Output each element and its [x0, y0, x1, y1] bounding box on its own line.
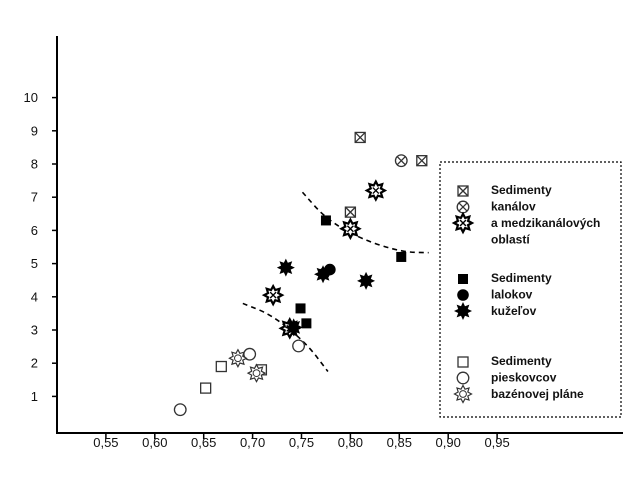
y-tick-label: 6	[31, 223, 38, 238]
data-points	[173, 131, 428, 417]
data-point-square-filled	[301, 318, 312, 329]
legend-group: Sedimenty kanálov a medzikanálových oblastí	[451, 183, 600, 247]
y-tick-label: 5	[31, 256, 38, 271]
y-tick-label: 8	[31, 157, 38, 172]
y-tick-label: 7	[31, 190, 38, 205]
legend-label: pieskovcov	[491, 371, 557, 385]
tick-marks	[52, 96, 498, 439]
legend-label: oblastí	[491, 233, 530, 247]
x-tick-label: 0,80	[338, 435, 363, 450]
data-point-star-filled	[357, 271, 376, 290]
legend-group: Sedimenty lalokov kužeľov	[454, 271, 552, 320]
data-point-square-open	[215, 360, 227, 373]
data-point-circle-open	[292, 339, 306, 353]
data-point-star-x	[364, 179, 388, 202]
data-point-star-filled	[276, 258, 295, 277]
data-point-square-x	[416, 155, 428, 167]
legend-symbol-star-x	[451, 211, 475, 235]
y-tick-label: 4	[31, 289, 38, 304]
data-point-star-x	[261, 283, 285, 307]
data-point-star-open	[246, 363, 267, 383]
data-point-square-filled	[295, 303, 306, 314]
data-point-star-filled	[284, 318, 303, 337]
y-tick-label: 2	[31, 356, 38, 371]
tick-labels: 1 2 3 4 5 6 7 8 9 10 0,55 0,60 0,65 0,70 0,75 0,80 0,85 0…	[24, 90, 510, 450]
data-point-star-open	[228, 348, 248, 368]
data-point-square-x	[344, 206, 357, 218]
legend: Sedimenty kanálov a medzikanálových oblastí…	[451, 183, 600, 404]
data-point-square-x	[354, 131, 366, 144]
data-point-square-filled	[320, 215, 331, 226]
x-tick-label: 0,90	[436, 435, 461, 450]
legend-label: Sedimenty	[491, 271, 552, 285]
legend-symbol-circle-x	[456, 200, 470, 214]
data-point-circle-x	[394, 154, 408, 168]
y-tick-label: 10	[24, 90, 38, 105]
boundary-lines	[242, 191, 429, 372]
legend-symbol-square-filled	[458, 274, 468, 284]
legend-symbol-star-open	[453, 384, 473, 404]
legend-symbol-square-x	[457, 185, 469, 197]
x-tick-label: 0,55	[93, 435, 118, 450]
y-tick-label: 1	[31, 389, 38, 404]
x-tick-label: 0,60	[142, 435, 167, 450]
legend-label: kužeľov	[491, 304, 537, 318]
legend-label: lalokov	[491, 288, 533, 302]
x-tick-label: 0,70	[240, 435, 265, 450]
y-tick-label: 3	[31, 323, 38, 338]
data-point-star-x	[339, 217, 362, 241]
legend-label: a medzikanálových	[491, 216, 600, 230]
legend-symbol-circle-open	[456, 371, 470, 385]
legend-symbol-star-filled	[454, 302, 472, 320]
data-point-star-filled	[314, 265, 333, 284]
legend-label: Sedimenty	[491, 183, 552, 197]
x-tick-label: 0,95	[484, 435, 509, 450]
x-tick-label: 0,65	[191, 435, 216, 450]
x-tick-label: 0,85	[387, 435, 412, 450]
legend-symbol-square-open	[457, 356, 469, 368]
legend-label: bazénovej pláne	[491, 387, 584, 401]
legend-symbol-circle-filled	[457, 289, 469, 301]
data-point-square-filled	[396, 251, 407, 262]
y-tick-label: 9	[31, 123, 38, 138]
legend-box	[439, 161, 622, 418]
legend-label: Sedimenty	[491, 354, 552, 368]
legend-group: Sedimenty pieskovcov bazénovej pláne	[453, 354, 584, 404]
data-point-square-open	[200, 382, 212, 394]
data-point-circle-open	[173, 403, 187, 417]
x-tick-label: 0,75	[289, 435, 314, 450]
axes	[56, 36, 623, 434]
boundary-line	[242, 302, 329, 372]
legend-label: kanálov	[491, 200, 536, 214]
